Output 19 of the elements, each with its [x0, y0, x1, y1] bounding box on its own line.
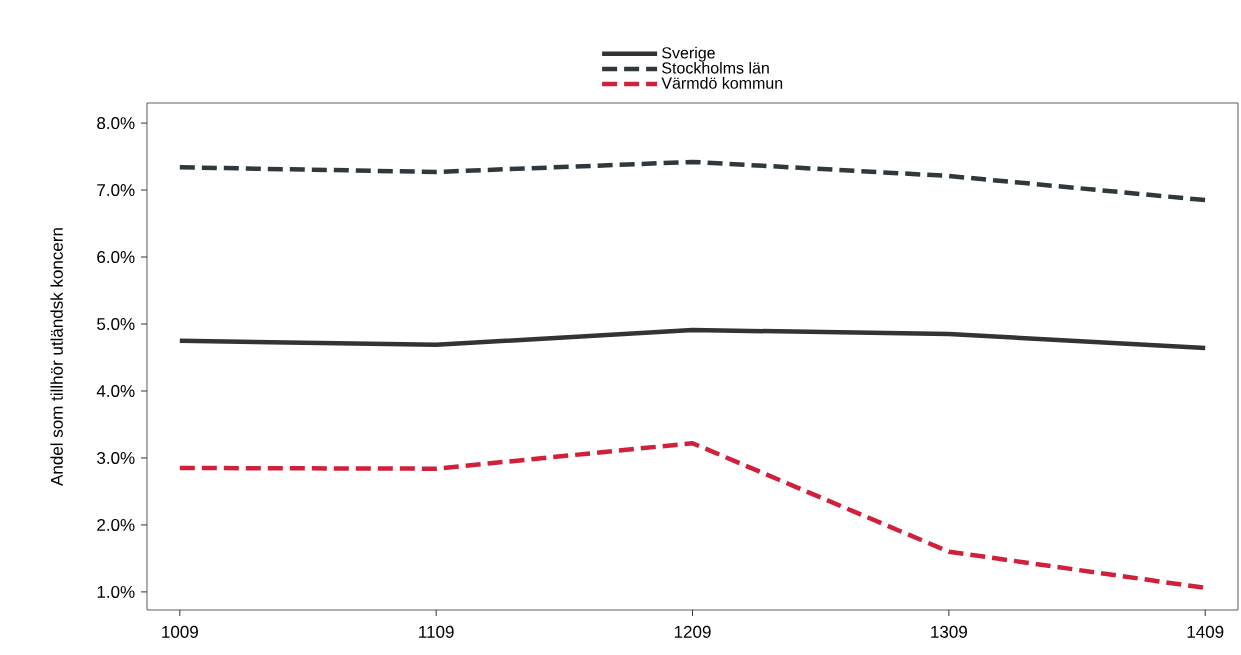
line-series	[177, 327, 1208, 351]
y-tick-label: 8.0%	[97, 117, 135, 130]
x-tick-label: 1409	[1187, 625, 1224, 638]
y-tick-label: 6.0%	[97, 251, 135, 264]
x-tick-label: 1309	[931, 625, 967, 638]
y-tick-label: 5.0%	[97, 317, 135, 331]
legend-label: Stockholms län	[662, 61, 769, 74]
y-tick-label: 3.0%	[97, 451, 135, 464]
y-tick-label: 2.0%	[97, 518, 135, 531]
x-tick-label: 1009	[162, 625, 198, 638]
y-tick-label: 1.0%	[97, 585, 135, 598]
legend-label: Värmdö kommun	[661, 77, 783, 89]
y-tick-label: 7.0%	[97, 184, 135, 197]
line-series	[177, 159, 1208, 203]
legend-label: Sverige	[662, 46, 715, 62]
y-axis-title: Andel som tillhör utländsk koncern	[50, 228, 63, 486]
y-tick-label: 4.0%	[96, 384, 135, 397]
x-tick-label: 1209	[674, 625, 711, 638]
x-tick-label: 1109	[419, 625, 454, 638]
